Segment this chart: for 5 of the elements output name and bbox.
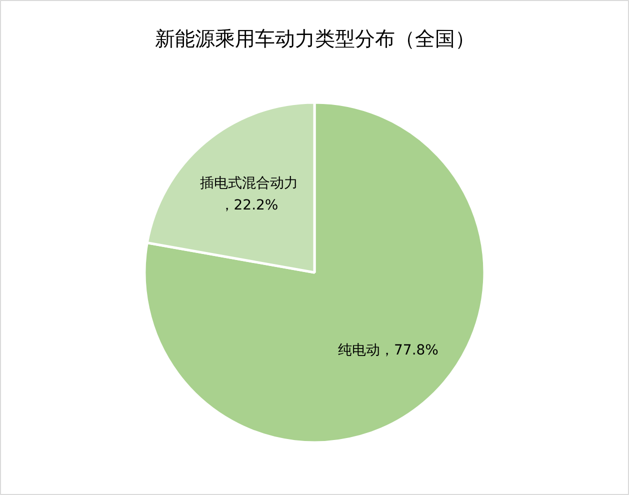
data-label: ，22.2% — [220, 197, 278, 214]
data-label: ，77.8% — [380, 342, 438, 359]
slice-label: 纯电动 — [338, 342, 380, 359]
slice-label: 插电式混合动力 — [200, 175, 298, 192]
chart-title: 新能源乘用车动力类型分布（全国） — [155, 26, 475, 50]
